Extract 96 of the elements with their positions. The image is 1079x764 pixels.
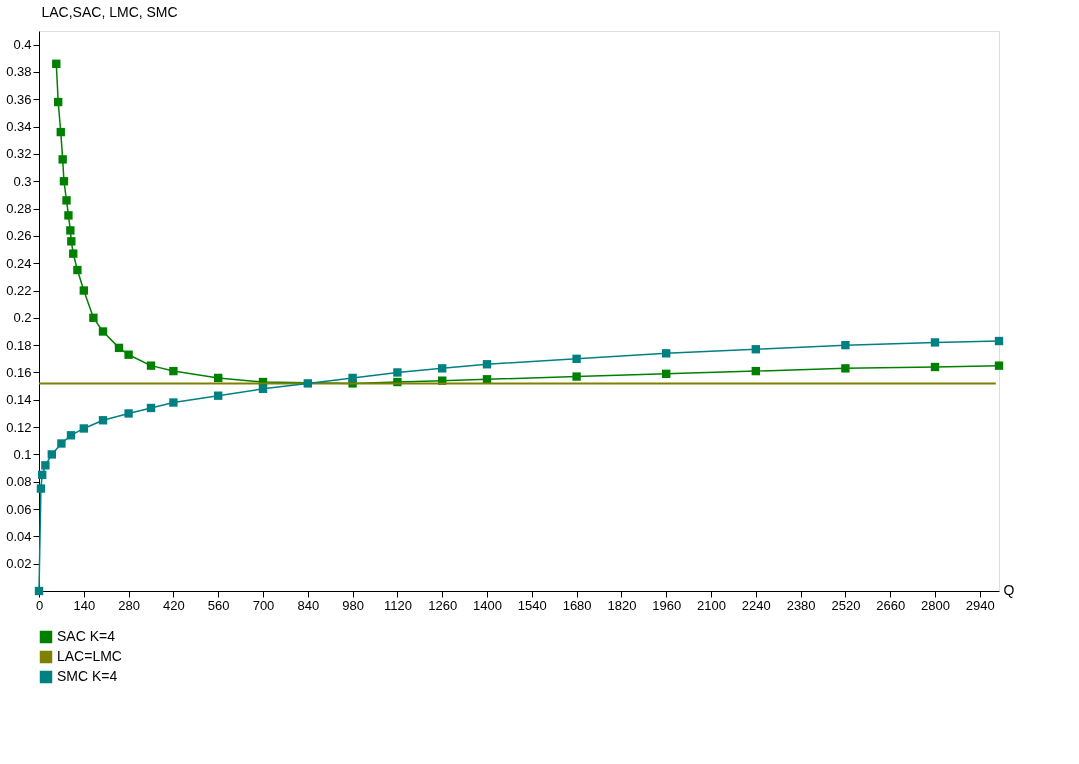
point (169, 398, 178, 407)
x-tick-label: 840 (297, 597, 320, 613)
point (98, 416, 108, 425)
point (258, 384, 268, 394)
point (572, 372, 581, 381)
y-tick-label: 0.34 (6, 119, 32, 135)
point (62, 196, 71, 205)
y-tick-label: 0.38 (6, 64, 32, 80)
y-tick-label: 0.14 (6, 392, 32, 408)
point (54, 97, 63, 107)
x-tick-label: 140 (73, 597, 96, 613)
point (751, 366, 760, 376)
x-tick-label: 2660 (876, 597, 906, 613)
point (114, 343, 124, 353)
y-tick-label: 0.2 (13, 310, 32, 326)
x-tick-label: 1540 (517, 597, 547, 613)
y-axis-title: LAC,SAC, LMC, SMC (41, 3, 178, 20)
y-tick-label: 0.06 (6, 501, 32, 517)
point (348, 373, 357, 383)
x-tick-label: 1120 (383, 597, 412, 613)
y-tick-label: 0.16 (6, 364, 32, 380)
x-tick-label: 1960 (652, 597, 682, 613)
x-tick-label: 980 (342, 597, 364, 613)
point (64, 211, 73, 220)
point (303, 379, 312, 388)
x-tick-label: 2940 (965, 597, 995, 613)
y-tick-label: 0.26 (6, 228, 32, 244)
point (438, 364, 447, 373)
point (98, 327, 108, 336)
y-tick-label: 0.1 (13, 446, 32, 462)
point (841, 364, 850, 373)
point (662, 369, 671, 379)
x-tick-label: 2520 (831, 597, 861, 613)
legend-label: SAC K=4 (57, 628, 116, 644)
y-tick-label: 0.32 (6, 146, 32, 162)
point (214, 373, 223, 383)
x-tick-label: 1400 (473, 597, 502, 613)
x-tick-label: 1260 (428, 597, 458, 613)
point (124, 409, 133, 418)
x-tick-label: 560 (207, 597, 230, 613)
y-tick-label: 0.02 (6, 556, 32, 572)
y-tick-label: 0.04 (6, 528, 32, 544)
x-axis-title: Q (1003, 581, 1015, 598)
point (994, 361, 1004, 370)
x-tick-label: 2240 (741, 597, 771, 613)
point (994, 336, 1004, 346)
point (66, 431, 76, 440)
point (36, 484, 46, 493)
point (146, 403, 156, 413)
legend-label: SMC K=4 (57, 668, 118, 684)
legend-label: LAC=LMC (57, 648, 122, 664)
x-tick-label: 2380 (786, 597, 816, 613)
point (58, 155, 67, 164)
point (572, 354, 581, 363)
x-tick-label: 0 (35, 597, 44, 613)
point (751, 345, 760, 354)
point (124, 350, 133, 359)
x-tick-label: 1680 (562, 597, 592, 613)
x-tick-label: 420 (163, 597, 185, 613)
point (214, 391, 223, 400)
point (59, 177, 69, 186)
y-tick-label: 0.36 (6, 91, 32, 107)
y-tick-label: 0.12 (6, 419, 32, 435)
point (66, 226, 75, 235)
point (89, 313, 98, 323)
point (67, 237, 76, 246)
point (930, 362, 940, 372)
point (57, 439, 66, 448)
point (841, 340, 850, 350)
point (73, 265, 82, 275)
point (52, 59, 61, 68)
point (169, 366, 178, 376)
x-tick-label: 700 (252, 597, 275, 613)
point (47, 450, 56, 459)
y-tick-label: 0.4 (13, 37, 32, 53)
y-tick-label: 0.3 (13, 173, 32, 189)
point (69, 249, 78, 258)
point (662, 349, 671, 358)
point (79, 424, 88, 433)
point (79, 286, 88, 295)
point (393, 368, 402, 377)
x-tick-label: 280 (118, 597, 140, 613)
y-tick-label: 0.24 (6, 255, 32, 271)
point (41, 461, 50, 470)
y-tick-label: 0.22 (6, 283, 32, 299)
point (38, 470, 47, 480)
x-tick-label: 1820 (607, 597, 637, 613)
y-tick-label: 0.08 (6, 474, 32, 490)
x-tick-label: 2800 (921, 597, 950, 613)
point (146, 361, 156, 370)
point (482, 360, 492, 369)
point (930, 338, 940, 347)
y-tick-label: 0.28 (6, 201, 32, 217)
x-tick-label: 2100 (697, 597, 726, 613)
point (56, 127, 65, 137)
y-tick-label: 0.18 (6, 337, 32, 353)
